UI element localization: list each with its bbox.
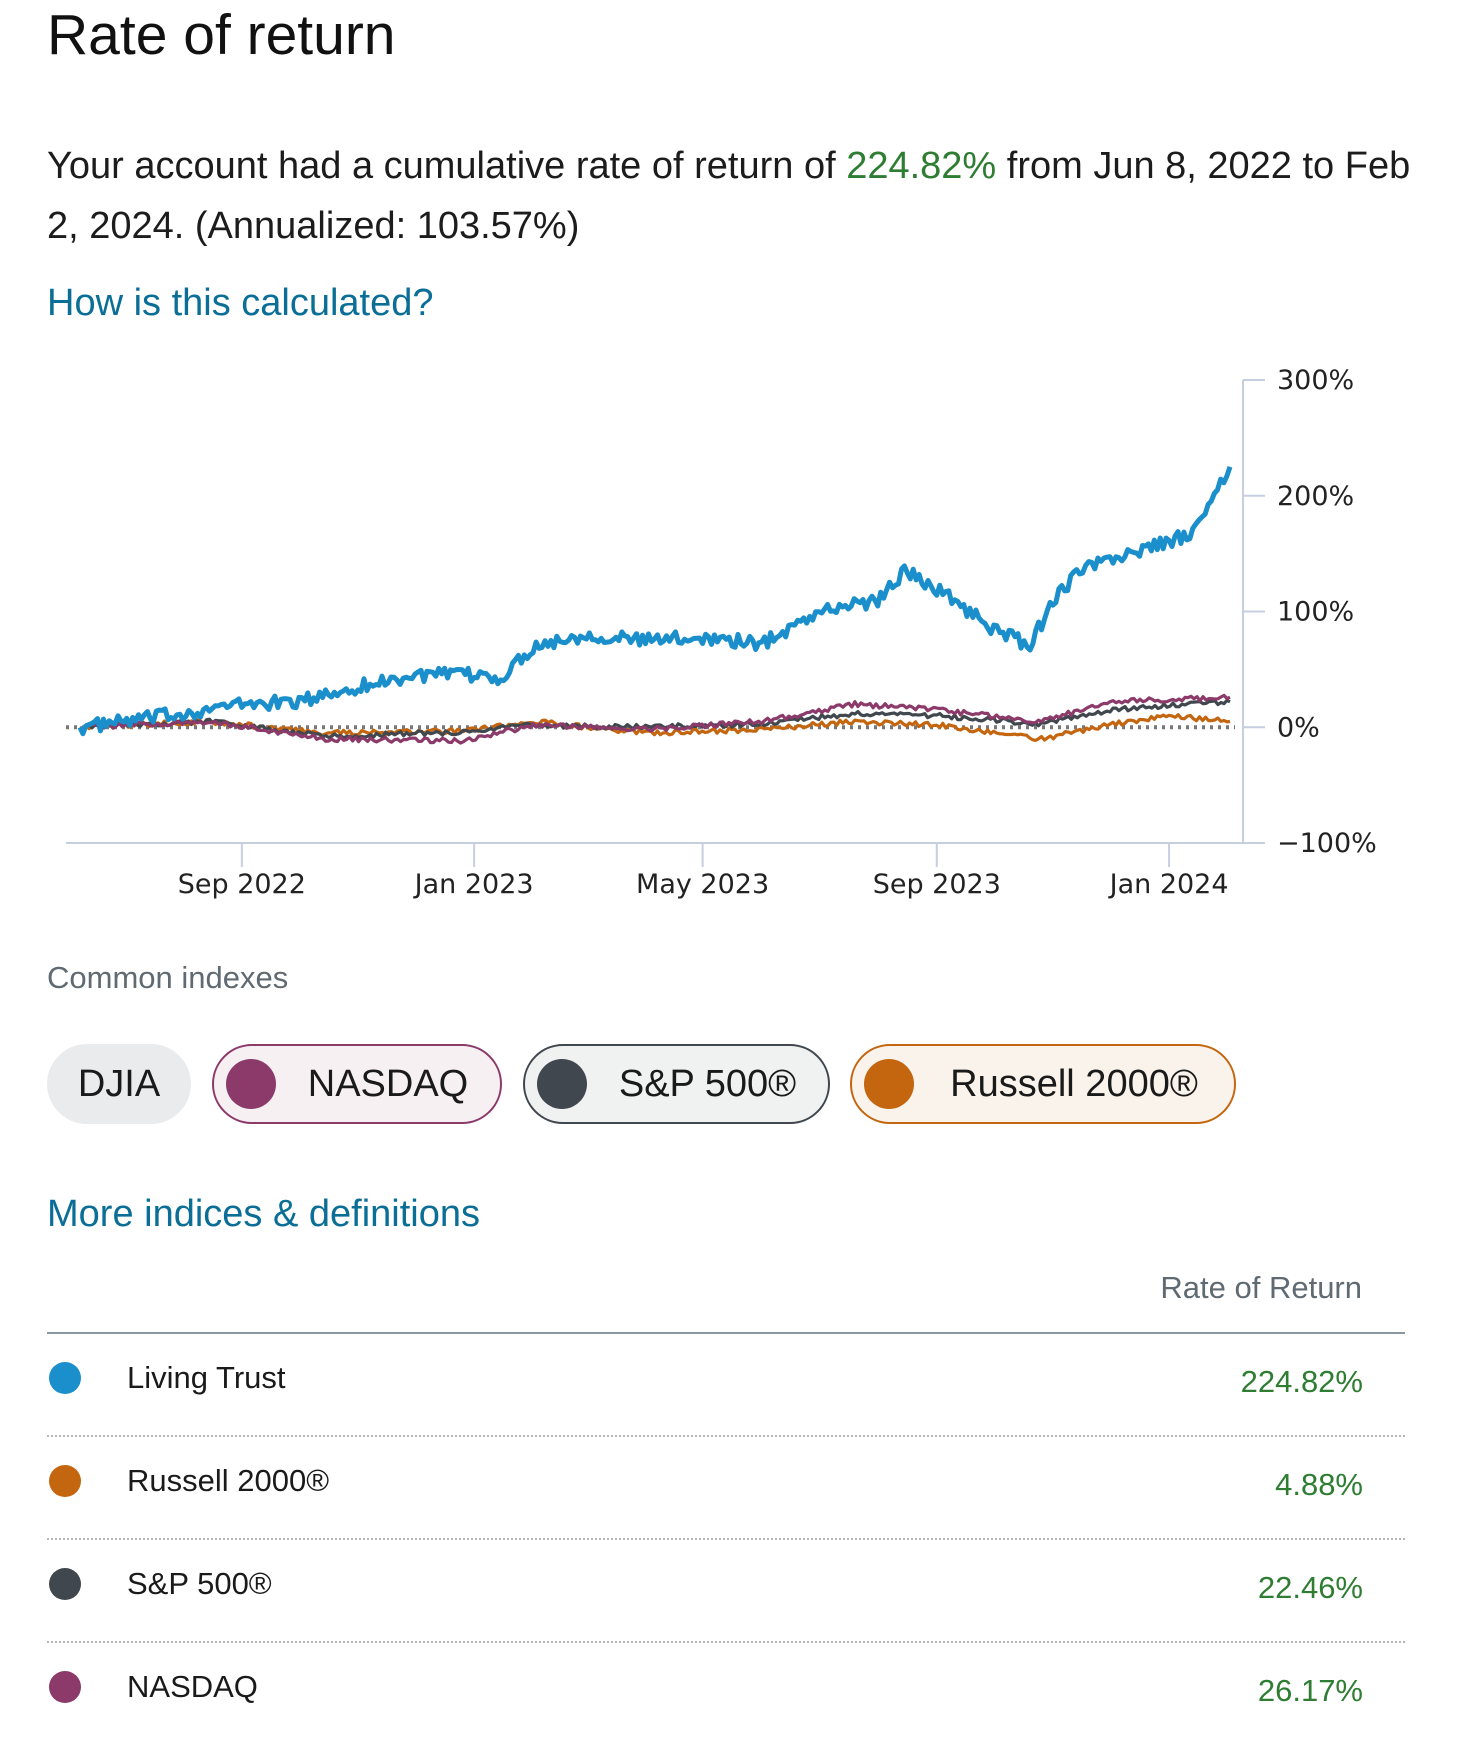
sp500-dot-icon <box>537 1059 587 1109</box>
rate-of-return-column-header: Rate of Return <box>1160 1270 1362 1305</box>
row-name: S&P 500® <box>127 1566 272 1601</box>
summary-prefix: Your account had a cumulative rate of re… <box>47 145 847 187</box>
russell2000-line <box>79 713 1231 742</box>
row-value: 224.82% <box>1240 1364 1363 1399</box>
y-tick-label: 200% <box>1277 481 1354 512</box>
living-trust-line <box>77 466 1233 737</box>
returns-table: Living Trust 224.82% Russell 2000® 4.88%… <box>47 1332 1405 1744</box>
table-row-living-trust: Living Trust 224.82% <box>47 1334 1405 1435</box>
chip-djia-label: DJIA <box>77 1062 161 1105</box>
how-calculated-link[interactable]: How is this calculated? <box>47 282 434 324</box>
row-name: Living Trust <box>127 1360 286 1395</box>
sp500-row-dot-icon <box>49 1568 81 1600</box>
table-row-sp500: S&P 500® 22.46% <box>47 1538 1405 1641</box>
page-title: Rate of return <box>47 3 396 67</box>
russell-dot-icon <box>864 1059 914 1109</box>
row-value: 22.46% <box>1257 1570 1363 1605</box>
summary-period: from Jun 8, 2022 to Feb 2, 2024. (Annual… <box>47 145 1411 247</box>
table-row-nasdaq: NASDAQ 26.17% <box>47 1641 1405 1744</box>
row-value: 4.88% <box>1275 1467 1363 1502</box>
table-top-divider <box>47 1332 1405 1334</box>
rate-of-return-chart: 300% 200% 100% 0% −100% Sep 2022 Jan 2023 May 2… <box>66 365 1377 900</box>
x-tick-label: May 2023 <box>636 869 769 900</box>
nasdaq-row-dot-icon <box>49 1671 81 1703</box>
chart-series <box>77 466 1233 745</box>
y-tick-label: 300% <box>1277 365 1354 396</box>
row-value: 26.17% <box>1257 1673 1363 1708</box>
y-tick-label: −100% <box>1277 828 1377 859</box>
chip-russell2000[interactable]: Russell 2000® <box>850 1044 1236 1124</box>
row-name: NASDAQ <box>127 1669 258 1704</box>
x-tick-label: Sep 2023 <box>873 869 1001 900</box>
nasdaq-line <box>79 693 1231 745</box>
x-tick-label: Sep 2022 <box>178 869 306 900</box>
summary-rate: 224.82% <box>846 145 997 187</box>
chart-axes: 300% 200% 100% 0% −100% Sep 2022 Jan 2023 May 2… <box>66 365 1377 900</box>
common-indexes-label: Common indexes <box>47 960 289 995</box>
living-trust-dot-icon <box>49 1362 81 1394</box>
russell-row-dot-icon <box>49 1465 81 1497</box>
chip-sp500-label: S&P 500® <box>618 1062 797 1105</box>
y-tick-label: 100% <box>1277 597 1354 628</box>
more-indices-link[interactable]: More indices & definitions <box>47 1193 480 1235</box>
table-row-russell2000: Russell 2000® 4.88% <box>47 1435 1405 1538</box>
chip-sp500[interactable]: S&P 500® <box>523 1044 830 1124</box>
chip-nasdaq-label: NASDAQ <box>307 1062 469 1105</box>
return-summary: Your account had a cumulative rate of re… <box>47 136 1417 256</box>
row-name: Russell 2000® <box>127 1463 330 1498</box>
chip-nasdaq[interactable]: NASDAQ <box>212 1044 502 1124</box>
chip-russell-label: Russell 2000® <box>950 1062 1198 1105</box>
nasdaq-dot-icon <box>226 1059 276 1109</box>
y-tick-label: 0% <box>1277 712 1320 743</box>
x-tick-label: Jan 2023 <box>413 869 534 900</box>
x-tick-label: Jan 2024 <box>1108 869 1229 900</box>
chip-djia[interactable]: DJIA <box>47 1044 191 1124</box>
